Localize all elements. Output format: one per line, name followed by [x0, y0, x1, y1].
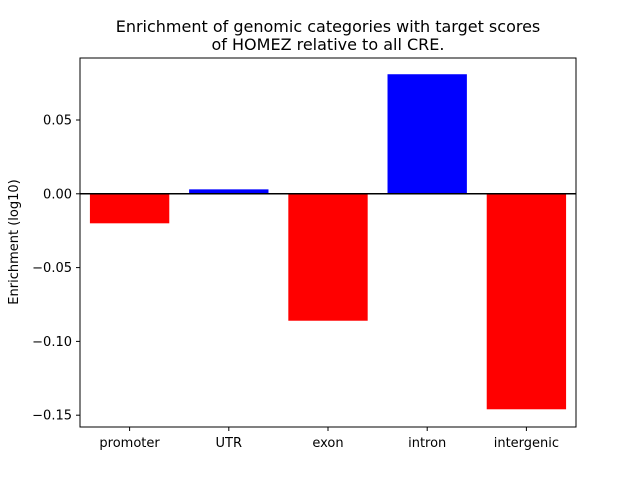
bar-promoter — [89, 193, 170, 224]
y-tick-label: 0.00 — [43, 187, 72, 202]
x-tick-label-promoter: promoter — [99, 436, 160, 451]
y-tick-label: 0.05 — [43, 113, 72, 128]
y-axis-label: Enrichment (log10) — [7, 179, 22, 304]
bar-exon — [288, 193, 368, 321]
y-tick-label: −0.15 — [32, 409, 72, 424]
bar-intron — [387, 74, 467, 194]
y-tick-label: −0.10 — [32, 335, 72, 350]
bar-UTR — [189, 189, 269, 194]
x-tick-label-exon: exon — [312, 436, 343, 451]
bars-group — [89, 74, 567, 410]
chart-title-line-1: Enrichment of genomic categories with ta… — [116, 17, 541, 36]
x-tick-label-UTR: UTR — [216, 436, 243, 451]
y-tick-label: −0.05 — [32, 261, 72, 276]
y-axis: 0.05 0.00 −0.05 −0.10 −0.15 — [32, 113, 80, 424]
chart-title-line-2: of HOMEZ relative to all CRE. — [212, 35, 445, 54]
x-axis: promoter UTR exon intron intergenic — [99, 427, 559, 451]
x-tick-label-intron: intron — [408, 436, 446, 451]
x-tick-label-intergenic: intergenic — [494, 436, 559, 451]
bar-intergenic — [486, 193, 567, 410]
